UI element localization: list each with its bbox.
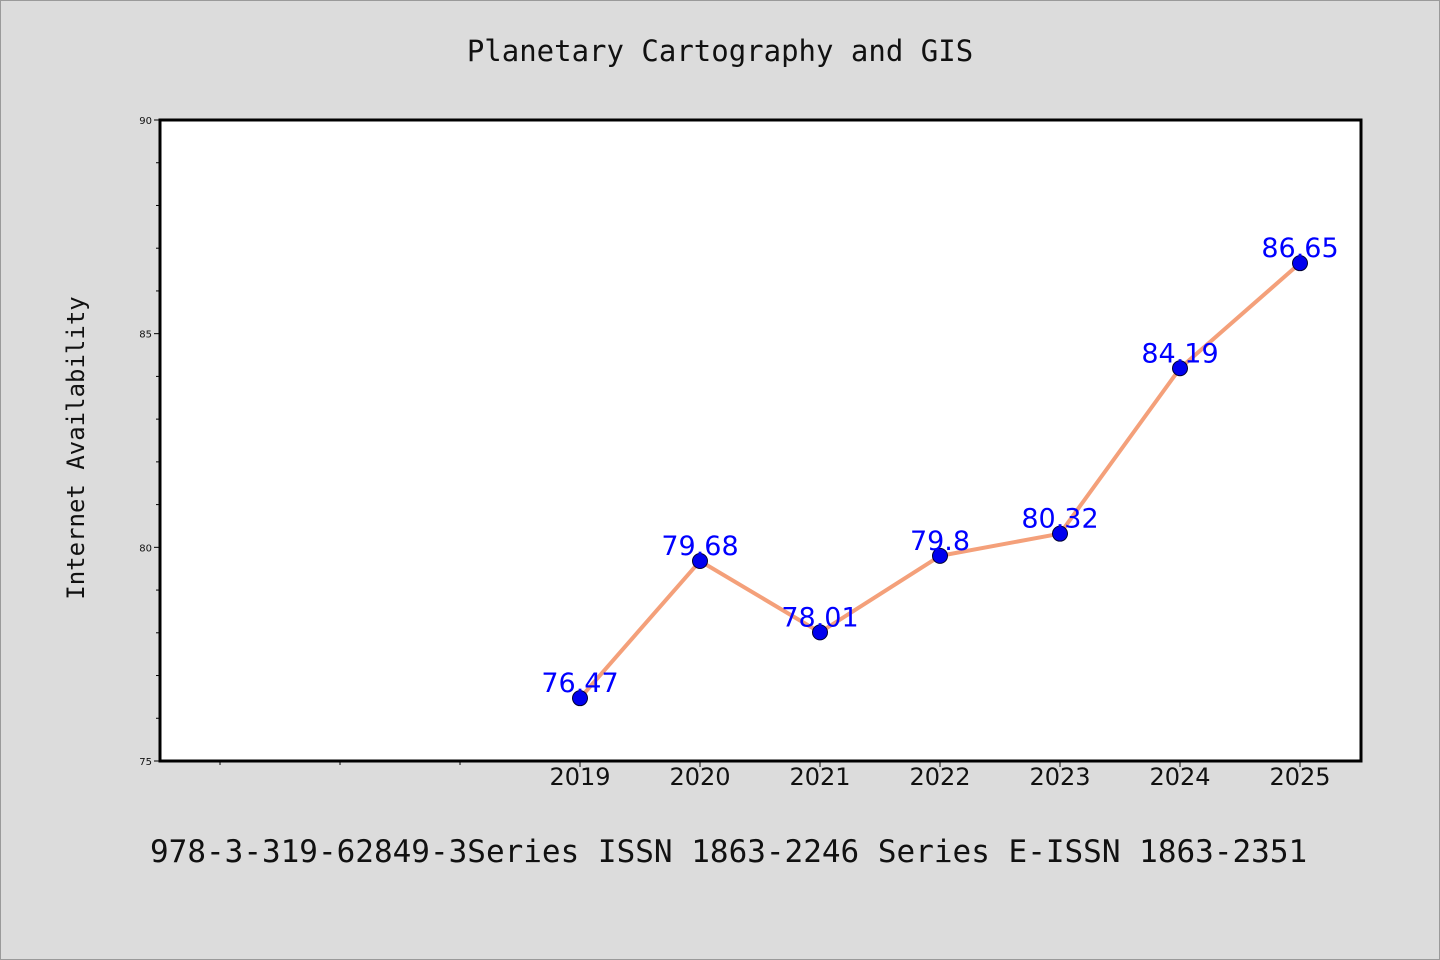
chart-title: Planetary Cartography and GIS xyxy=(466,34,974,68)
data-label: 84.19 xyxy=(1141,338,1218,369)
x-tick-label: 2023 xyxy=(1029,763,1090,791)
y-tick-label: 80 xyxy=(139,543,152,554)
data-point xyxy=(1052,525,1068,542)
data-point xyxy=(812,624,828,641)
data-label: 76.47 xyxy=(541,668,618,699)
data-label: 79.8 xyxy=(910,526,970,557)
y-tick-label: 90 xyxy=(139,116,152,127)
data-point xyxy=(572,690,588,707)
y-tick-label: 85 xyxy=(139,330,152,341)
x-tick-label: 2024 xyxy=(1149,763,1210,791)
data-label: 79.68 xyxy=(661,531,738,562)
x-tick-label: 2021 xyxy=(789,763,850,791)
data-label: 80.32 xyxy=(1021,504,1098,535)
data-label: 78.01 xyxy=(781,602,858,633)
data-point xyxy=(1292,255,1308,272)
footer-text: 978-3-319-62849-3Series ISSN 1863-2246 S… xyxy=(150,834,1308,870)
data-point xyxy=(1172,360,1188,377)
x-tick-label: 2020 xyxy=(669,763,730,791)
data-point xyxy=(932,547,948,564)
plot-area xyxy=(158,118,1363,763)
x-tick-label: 2019 xyxy=(549,763,610,791)
data-point xyxy=(692,553,708,570)
x-tick-label: 2022 xyxy=(909,763,970,791)
data-label: 86.65 xyxy=(1261,233,1338,264)
x-tick-label: 2025 xyxy=(1269,763,1330,791)
y-tick-label: 75 xyxy=(139,757,152,768)
